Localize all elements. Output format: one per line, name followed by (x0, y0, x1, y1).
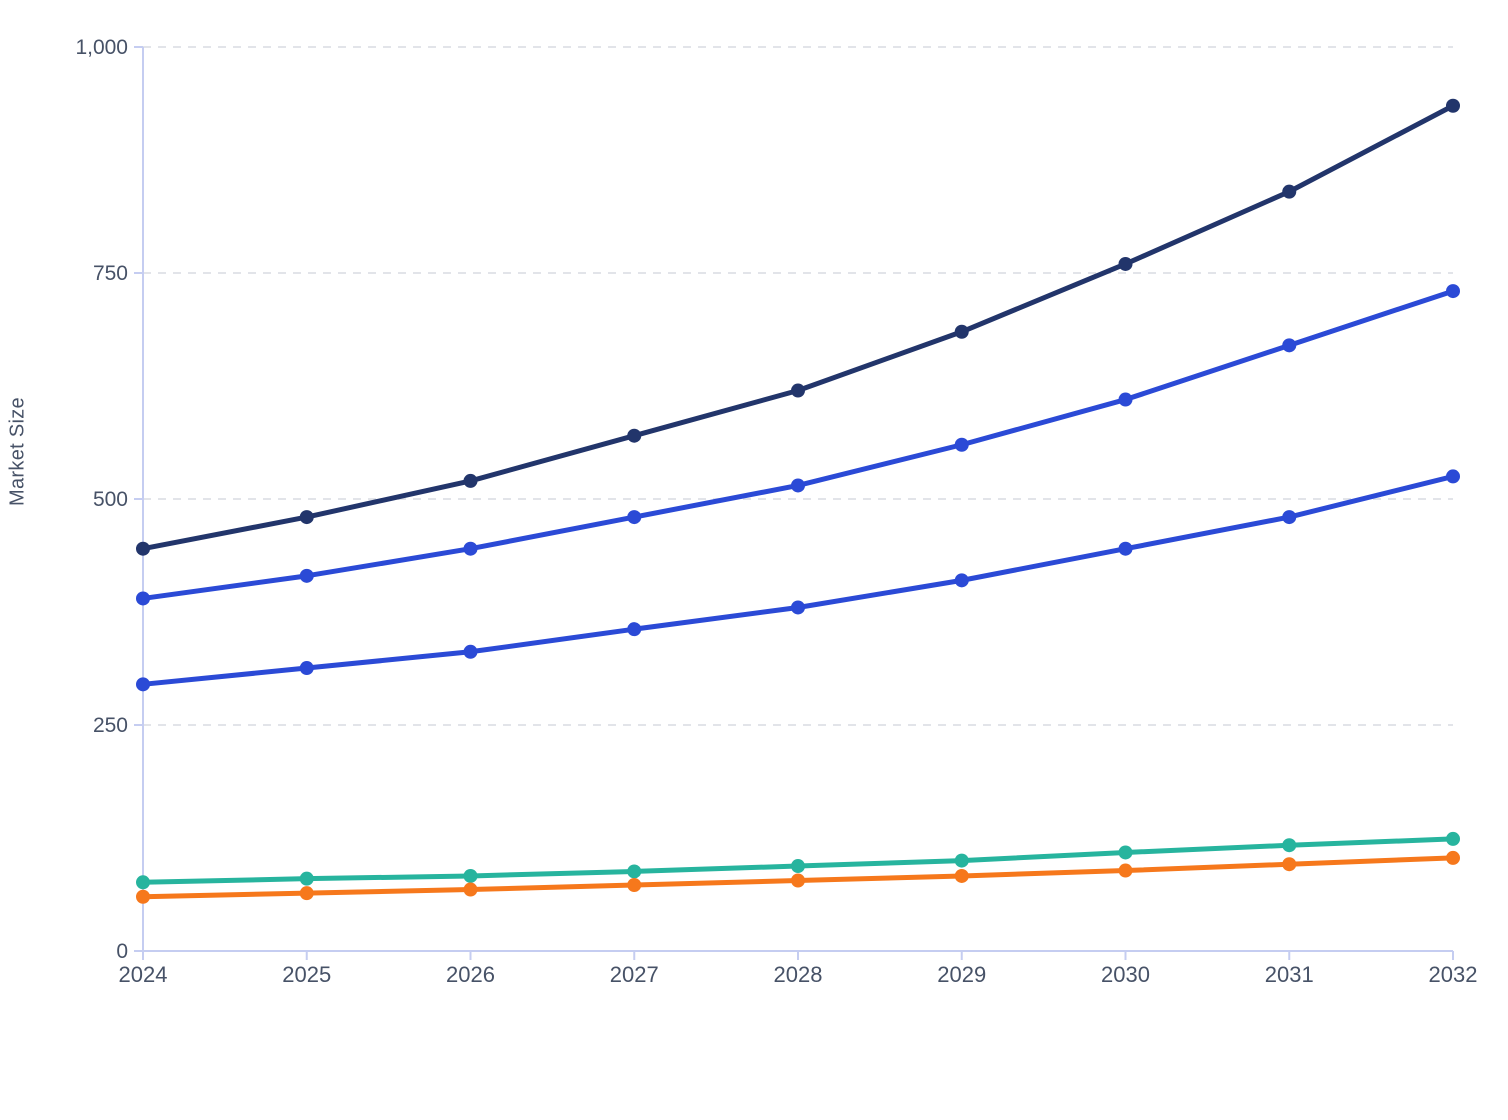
x-tick-label: 2029 (937, 962, 986, 987)
data-point-line-2-2031 (1282, 338, 1297, 353)
data-point-line-4-2031 (1282, 838, 1297, 853)
data-point-line-1-2032 (1446, 98, 1460, 113)
data-point-line-4-2029 (954, 853, 969, 868)
data-point-line-5-2025 (299, 886, 314, 901)
x-tick-label: 2031 (1265, 962, 1314, 987)
x-tick-label: 2025 (282, 962, 331, 987)
data-point-line-4-2025 (299, 871, 314, 886)
data-point-line-2-2024 (136, 591, 150, 606)
data-point-line-5-2027 (627, 878, 642, 893)
data-point-line-4-2030 (1118, 845, 1133, 860)
y-tick-label: 500 (93, 488, 128, 511)
y-axis-title: Market Size (6, 397, 29, 506)
data-point-line-5-2029 (954, 868, 969, 883)
data-point-line-3-2025 (299, 661, 314, 676)
data-point-line-3-2031 (1282, 510, 1297, 525)
data-point-line-1-2029 (954, 324, 969, 339)
data-point-line-3-2027 (627, 622, 642, 637)
data-point-line-3-2024 (136, 677, 150, 692)
data-point-line-1-2031 (1282, 184, 1297, 199)
y-tick-label: 0 (116, 940, 128, 963)
data-point-line-1-2026 (463, 473, 478, 488)
data-point-line-2-2026 (463, 541, 478, 556)
data-point-line-4-2027 (627, 864, 642, 879)
data-point-line-5-2026 (463, 882, 478, 897)
y-tick-label: 750 (93, 262, 128, 285)
data-point-line-4-2026 (463, 868, 478, 883)
data-point-line-5-2030 (1118, 863, 1133, 878)
data-point-line-1-2030 (1118, 256, 1133, 271)
data-point-line-2-2028 (791, 478, 805, 493)
data-point-line-3-2026 (463, 644, 478, 659)
data-point-line-2-2025 (299, 568, 314, 583)
data-point-line-3-2030 (1118, 541, 1133, 556)
x-tick-label: 2024 (119, 962, 168, 987)
data-point-line-2-2030 (1118, 392, 1133, 407)
data-point-line-1-2025 (299, 510, 314, 525)
data-point-line-4-2032 (1446, 831, 1460, 846)
x-tick-label: 2032 (1429, 962, 1478, 987)
y-tick-label: 1,000 (75, 36, 128, 59)
data-point-line-4-2028 (791, 859, 805, 874)
data-point-line-2-2032 (1446, 284, 1460, 299)
data-point-line-5-2032 (1446, 850, 1460, 865)
data-point-line-1-2027 (627, 428, 642, 443)
data-point-line-2-2027 (627, 510, 642, 525)
x-tick-label: 2030 (1101, 962, 1150, 987)
data-point-line-4-2024 (136, 875, 150, 890)
data-point-line-2-2029 (954, 437, 969, 452)
data-point-line-5-2024 (136, 889, 150, 904)
x-tick-label: 2028 (774, 962, 823, 987)
x-tick-label: 2026 (446, 962, 495, 987)
data-point-line-3-2032 (1446, 469, 1460, 484)
data-point-line-5-2031 (1282, 857, 1297, 872)
data-point-line-3-2028 (791, 600, 805, 615)
data-point-line-3-2029 (954, 573, 969, 588)
y-tick-label: 250 (93, 714, 128, 737)
data-point-line-1-2028 (791, 383, 805, 398)
data-point-line-5-2028 (791, 873, 805, 888)
x-tick-label: 2027 (610, 962, 659, 987)
series-line-2 (140, 288, 1456, 601)
data-point-line-1-2024 (136, 541, 150, 556)
